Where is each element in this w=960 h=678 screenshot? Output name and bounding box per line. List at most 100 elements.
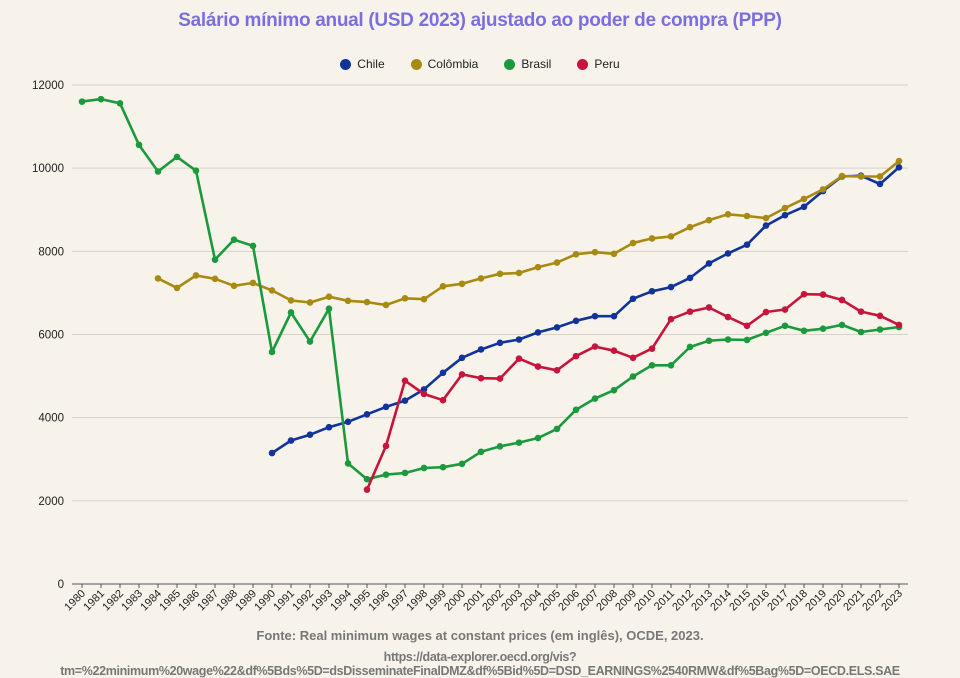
legend-label: Brasil: [521, 57, 552, 71]
x-tick-label: 1985: [157, 588, 183, 614]
data-point: [800, 290, 808, 298]
data-point: [895, 164, 903, 171]
data-point: [838, 172, 846, 180]
data-point: [667, 315, 675, 323]
y-tick-label: 12000: [32, 80, 64, 92]
data-point: [420, 390, 428, 398]
data-point: [363, 298, 371, 306]
data-point: [572, 250, 580, 258]
x-tick-label: 2015: [727, 588, 753, 614]
x-tick-label: 1987: [195, 588, 221, 614]
legend: Chile Colômbia Brasil Peru: [0, 57, 960, 71]
data-point: [819, 186, 827, 193]
data-point: [724, 211, 732, 218]
data-point: [800, 195, 808, 203]
data-point: [287, 437, 295, 444]
data-point: [781, 204, 789, 212]
data-point: [876, 180, 884, 188]
data-point: [420, 295, 428, 303]
data-point: [230, 236, 238, 243]
data-point: [401, 295, 409, 302]
data-point: [629, 239, 637, 247]
data-point: [591, 395, 599, 402]
data-point: [648, 361, 656, 369]
data-point: [363, 475, 371, 483]
y-tick-label: 10000: [32, 163, 64, 175]
legend-item: Peru: [577, 57, 620, 71]
data-point: [249, 279, 257, 287]
x-tick-label: 1993: [309, 588, 335, 614]
data-point: [420, 464, 428, 472]
x-tick-label: 1992: [290, 588, 316, 614]
data-point: [382, 301, 390, 309]
data-point: [591, 312, 599, 320]
data-point: [610, 312, 618, 320]
x-tick-label: 2019: [803, 588, 829, 614]
x-tick-label: 2002: [480, 588, 506, 614]
data-point: [230, 282, 238, 290]
x-tick-label: 1988: [214, 588, 240, 614]
legend-swatch: [504, 58, 516, 70]
data-point: [572, 317, 580, 325]
source-url: https://data-explorer.oecd.org/vis?tm=%2…: [60, 650, 900, 678]
data-point: [401, 377, 409, 384]
x-tick-label: 1982: [100, 588, 126, 614]
y-tick-label: 4000: [38, 413, 64, 425]
data-point: [705, 304, 713, 311]
data-point: [439, 396, 447, 404]
data-point: [553, 259, 561, 266]
x-tick-label: 2022: [860, 588, 886, 614]
data-point: [515, 439, 523, 446]
x-tick-label: 1990: [252, 588, 278, 614]
x-tick-label: 2009: [613, 588, 639, 614]
data-point: [344, 460, 352, 467]
data-point: [496, 339, 504, 347]
data-point: [762, 329, 770, 337]
data-point: [458, 354, 466, 362]
data-point: [705, 337, 713, 345]
data-point: [553, 324, 561, 331]
y-tick-label: 8000: [38, 246, 64, 258]
data-point: [268, 287, 276, 294]
x-tick-label: 2013: [689, 588, 715, 614]
data-point: [838, 296, 846, 304]
data-point: [325, 423, 333, 431]
data-point: [572, 352, 580, 360]
data-point: [439, 369, 447, 377]
data-point: [268, 449, 276, 457]
data-point: [781, 211, 789, 219]
series-brasil: [78, 95, 903, 483]
x-tick-label: 2005: [537, 588, 563, 614]
data-point: [781, 306, 789, 313]
data-point: [857, 328, 865, 336]
data-point: [553, 425, 561, 433]
data-point: [325, 305, 333, 313]
data-point: [591, 248, 599, 256]
data-point: [610, 250, 618, 258]
data-point: [648, 345, 656, 352]
data-point: [534, 263, 542, 271]
legend-item: Brasil: [504, 57, 551, 71]
data-point: [648, 235, 656, 242]
x-tick-label: 2006: [556, 588, 582, 614]
y-tick-label: 6000: [38, 330, 64, 342]
data-point: [420, 386, 428, 393]
x-tick-label: 1994: [328, 588, 354, 614]
data-point: [382, 403, 390, 411]
data-point: [439, 463, 447, 471]
data-point: [268, 348, 276, 356]
data-point: [78, 98, 86, 105]
data-point: [382, 442, 390, 450]
data-point: [477, 346, 485, 353]
legend-item: Chile: [340, 57, 385, 71]
x-tick-label: 1980: [62, 588, 88, 614]
data-point: [857, 173, 865, 180]
data-point: [629, 354, 637, 362]
legend-item: Colômbia: [410, 57, 478, 71]
data-point: [610, 386, 618, 394]
x-tick-label: 1995: [347, 588, 373, 614]
x-tick-label: 1984: [138, 588, 164, 614]
x-tick-label: 2010: [632, 588, 658, 614]
data-point: [743, 241, 751, 248]
